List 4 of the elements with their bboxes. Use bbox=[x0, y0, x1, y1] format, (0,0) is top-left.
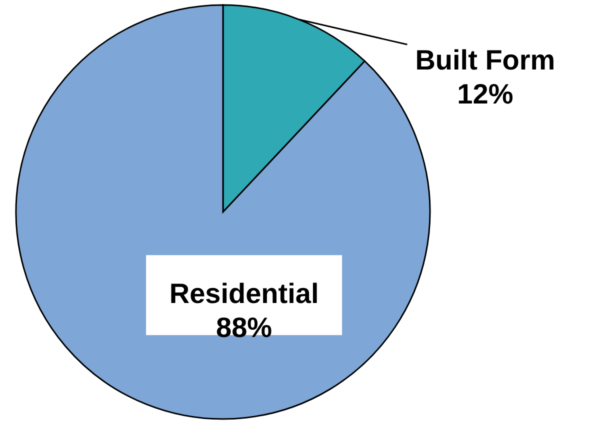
slice-label: Residential bbox=[169, 278, 319, 310]
slice-label: Built Form bbox=[415, 44, 556, 76]
data-label: 12% bbox=[457, 78, 514, 110]
data-label: 88% bbox=[216, 312, 272, 344]
